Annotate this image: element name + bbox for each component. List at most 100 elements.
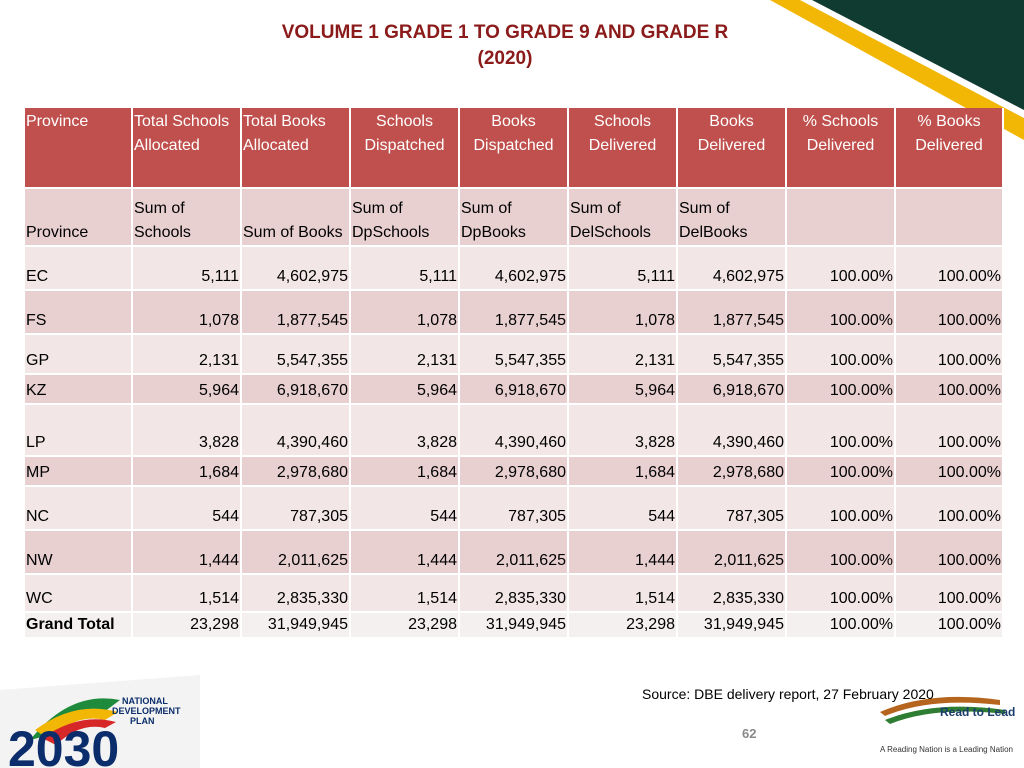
cell: 2,835,330 bbox=[459, 574, 569, 613]
cell: 1,078 bbox=[568, 290, 678, 335]
cell: 100.00% bbox=[786, 456, 896, 487]
cell: 31,949,945 bbox=[677, 612, 787, 639]
cell: 100.00% bbox=[895, 486, 1004, 531]
title-line: VOLUME 1 GRADE 1 TO GRADE 9 AND GRADE R bbox=[281, 22, 729, 43]
logo-tagline: A Reading Nation is a Leading Nation bbox=[880, 745, 1013, 754]
cell: 5,547,355 bbox=[459, 334, 569, 375]
cell: 6,918,670 bbox=[459, 374, 569, 405]
cell: 2,835,330 bbox=[677, 574, 787, 613]
cell: KZ bbox=[25, 374, 133, 405]
data-row: NW 1,444 2,011,625 1,444 2,011,625 1,444 2,011… bbox=[25, 530, 1004, 575]
cell: 2,978,680 bbox=[241, 456, 351, 487]
cell: 23,298 bbox=[350, 612, 460, 639]
logo-text: DEVELOPMENT bbox=[112, 706, 181, 716]
cell: 787,305 bbox=[459, 486, 569, 531]
cell: FS bbox=[25, 290, 133, 335]
data-row: NC 544 787,305 544 787,305 544 787,305 100.00% 1… bbox=[25, 486, 1004, 531]
subheader-cell bbox=[895, 188, 1004, 247]
cell: 2,978,680 bbox=[459, 456, 569, 487]
data-row: LP 3,828 4,390,460 3,828 4,390,460 3,828 4,390… bbox=[25, 404, 1004, 457]
cell: 100.00% bbox=[895, 574, 1004, 613]
cell: 5,547,355 bbox=[241, 334, 351, 375]
green-corner bbox=[812, 0, 1024, 110]
cell: 1,684 bbox=[568, 456, 678, 487]
cell: 6,918,670 bbox=[241, 374, 351, 405]
source-note: Source: DBE delivery report, 27 February… bbox=[642, 686, 934, 702]
cell: 100.00% bbox=[786, 290, 896, 335]
cell: 1,444 bbox=[132, 530, 242, 575]
header-cell: Province bbox=[25, 108, 133, 189]
cell: 2,131 bbox=[350, 334, 460, 375]
data-row: FS 1,078 1,877,545 1,078 1,877,545 1,078 1,877… bbox=[25, 290, 1004, 335]
data-row: WC 1,514 2,835,330 1,514 2,835,330 1,514 2,835… bbox=[25, 574, 1004, 613]
cell: 1,877,545 bbox=[677, 290, 787, 335]
cell: 2,978,680 bbox=[677, 456, 787, 487]
subheader-row: Province Sum of Schools Sum of Books Sum of… bbox=[25, 188, 1004, 247]
subheader-cell: Sum of DelBooks bbox=[677, 188, 787, 247]
header-cell: Books Delivered bbox=[677, 108, 787, 189]
subheader-cell: Sum of DpSchools bbox=[350, 188, 460, 247]
logo-text: PLAN bbox=[130, 716, 155, 726]
title: VOLUME 1 GRADE 1 TO GRADE 9 AND GRADE R … bbox=[0, 20, 1010, 72]
data-table: Province Total Schools Allocated Total Boo… bbox=[25, 108, 1004, 639]
cell: 4,602,975 bbox=[677, 246, 787, 291]
cell: 100.00% bbox=[786, 246, 896, 291]
cell: EC bbox=[25, 246, 133, 291]
cell: 3,828 bbox=[568, 404, 678, 457]
cell: 1,514 bbox=[350, 574, 460, 613]
cell: 1,877,545 bbox=[241, 290, 351, 335]
cell: 100.00% bbox=[786, 334, 896, 375]
book-icon bbox=[880, 696, 1000, 716]
cell: 100.00% bbox=[786, 486, 896, 531]
cell: 1,684 bbox=[350, 456, 460, 487]
cell: 1,078 bbox=[350, 290, 460, 335]
data-row: Grand Total 23,298 31,949,945 23,298 31,949,… bbox=[25, 612, 1004, 639]
cell: 100.00% bbox=[895, 246, 1004, 291]
cell: 100.00% bbox=[895, 612, 1004, 639]
header-row: Province Total Schools Allocated Total Boo… bbox=[25, 108, 1004, 189]
subheader-cell: Province bbox=[25, 188, 133, 247]
cell: 4,390,460 bbox=[459, 404, 569, 457]
cell: 100.00% bbox=[895, 374, 1004, 405]
cell: MP bbox=[25, 456, 133, 487]
logo-title: Read to Lead bbox=[940, 705, 1015, 719]
logo-text: NATIONAL bbox=[122, 696, 168, 706]
book-icon bbox=[885, 706, 1005, 724]
cell: 544 bbox=[132, 486, 242, 531]
cell: 4,390,460 bbox=[241, 404, 351, 457]
cell: 787,305 bbox=[241, 486, 351, 531]
data-row: EC 5,111 4,602,975 5,111 4,602,975 5,111 4,602… bbox=[25, 246, 1004, 291]
data-row: GP 2,131 5,547,355 2,131 5,547,355 2,131 5,547… bbox=[25, 334, 1004, 375]
cell: 1,078 bbox=[132, 290, 242, 335]
cell: 5,111 bbox=[350, 246, 460, 291]
cell: 1,514 bbox=[568, 574, 678, 613]
header-cell: % Books Delivered bbox=[895, 108, 1004, 189]
subheader-cell: Sum of DelSchools bbox=[568, 188, 678, 247]
cell: NC bbox=[25, 486, 133, 531]
cell: 4,602,975 bbox=[459, 246, 569, 291]
cell: 31,949,945 bbox=[459, 612, 569, 639]
header-cell: Total Schools Allocated bbox=[132, 108, 242, 189]
cell: 1,444 bbox=[350, 530, 460, 575]
cell: 3,828 bbox=[350, 404, 460, 457]
cell: 100.00% bbox=[895, 404, 1004, 457]
cell: 100.00% bbox=[895, 456, 1004, 487]
cell: 2,131 bbox=[132, 334, 242, 375]
cell: 100.00% bbox=[895, 334, 1004, 375]
cell: 100.00% bbox=[895, 290, 1004, 335]
cell: 2,011,625 bbox=[459, 530, 569, 575]
cell: 100.00% bbox=[786, 530, 896, 575]
cell: 23,298 bbox=[132, 612, 242, 639]
cell: 1,684 bbox=[132, 456, 242, 487]
cell: 5,111 bbox=[568, 246, 678, 291]
cell: Grand Total bbox=[25, 612, 133, 639]
header-cell: Schools Delivered bbox=[568, 108, 678, 189]
subheader-cell bbox=[786, 188, 896, 247]
cell: NW bbox=[25, 530, 133, 575]
cell: 5,111 bbox=[132, 246, 242, 291]
subheader-cell: Sum of DpBooks bbox=[459, 188, 569, 247]
cell: 100.00% bbox=[786, 574, 896, 613]
cell: 6,918,670 bbox=[677, 374, 787, 405]
